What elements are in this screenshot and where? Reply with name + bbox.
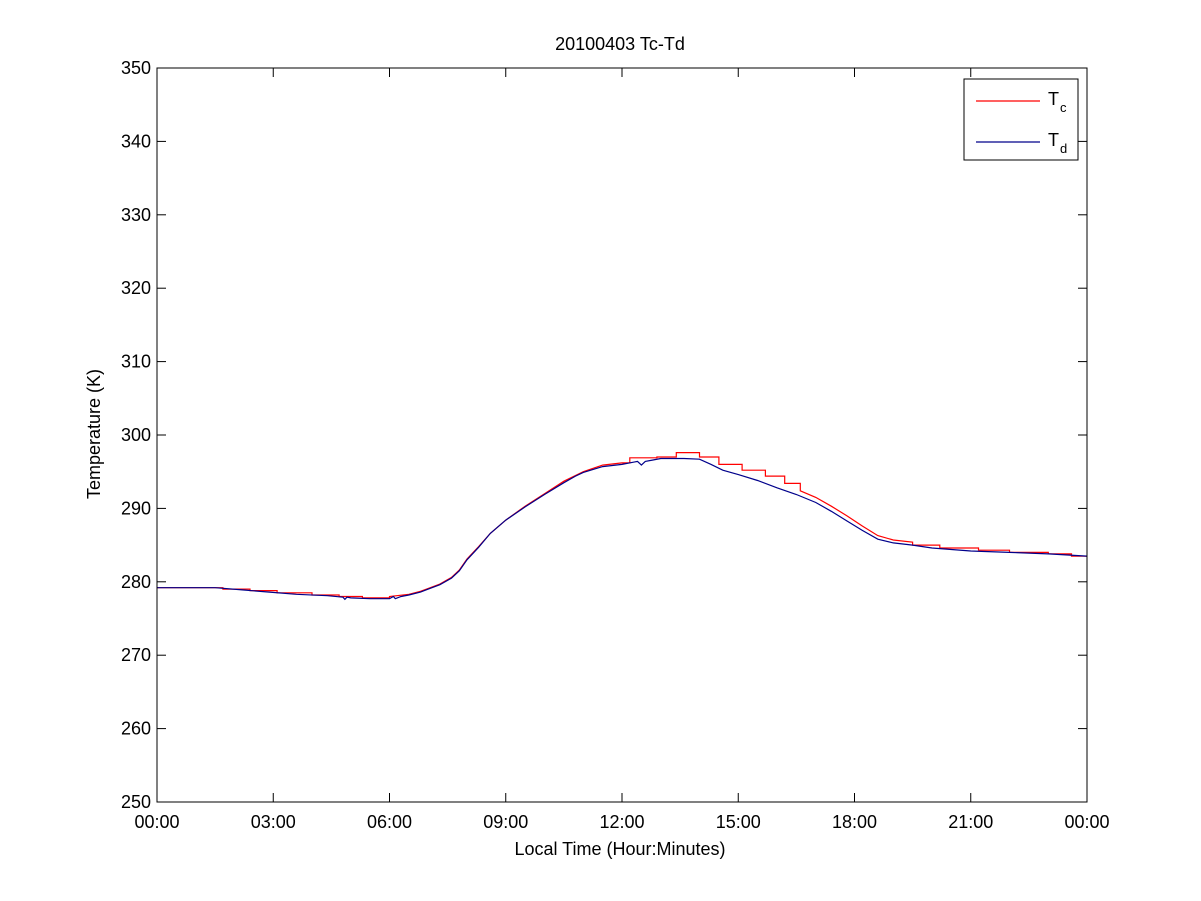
legend-subscript: d	[1060, 141, 1067, 156]
plot-area	[157, 452, 1088, 601]
y-tick-label: 280	[121, 572, 151, 592]
x-tick-label: 12:00	[599, 812, 644, 832]
y-tick-label: 250	[121, 792, 151, 812]
x-tick-label: 06:00	[367, 812, 412, 832]
y-tick-label: 350	[121, 58, 151, 78]
y-tick-label: 260	[121, 719, 151, 739]
x-tick-label: 00:00	[1064, 812, 1109, 832]
x-tick-label: 18:00	[832, 812, 877, 832]
x-tick-label: 21:00	[948, 812, 993, 832]
y-tick-label: 270	[121, 645, 151, 665]
axes: 00:00 03:00 06:00 09:00 12:00 15:00 18:00 21:00…	[121, 58, 1110, 832]
x-axis-label: Local Time (Hour:Minutes)	[514, 839, 725, 859]
series-line-td	[157, 457, 1088, 601]
y-tick-label: 330	[121, 205, 151, 225]
y-tick-label: 300	[121, 425, 151, 445]
y-tick-label: 290	[121, 498, 151, 518]
legend-subscript: c	[1060, 100, 1067, 115]
x-tick-label: 03:00	[251, 812, 296, 832]
y-axis-label: Temperature (K)	[84, 369, 104, 499]
x-tick-label: 15:00	[716, 812, 761, 832]
y-tick-label: 340	[121, 131, 151, 151]
chart-title: 20100403 Tc-Td	[555, 34, 685, 54]
x-tick-label: 00:00	[134, 812, 179, 832]
x-tick-label: 09:00	[483, 812, 528, 832]
y-tick-label: 310	[121, 352, 151, 372]
y-tick-label: 320	[121, 278, 151, 298]
legend-box	[963, 78, 1079, 161]
